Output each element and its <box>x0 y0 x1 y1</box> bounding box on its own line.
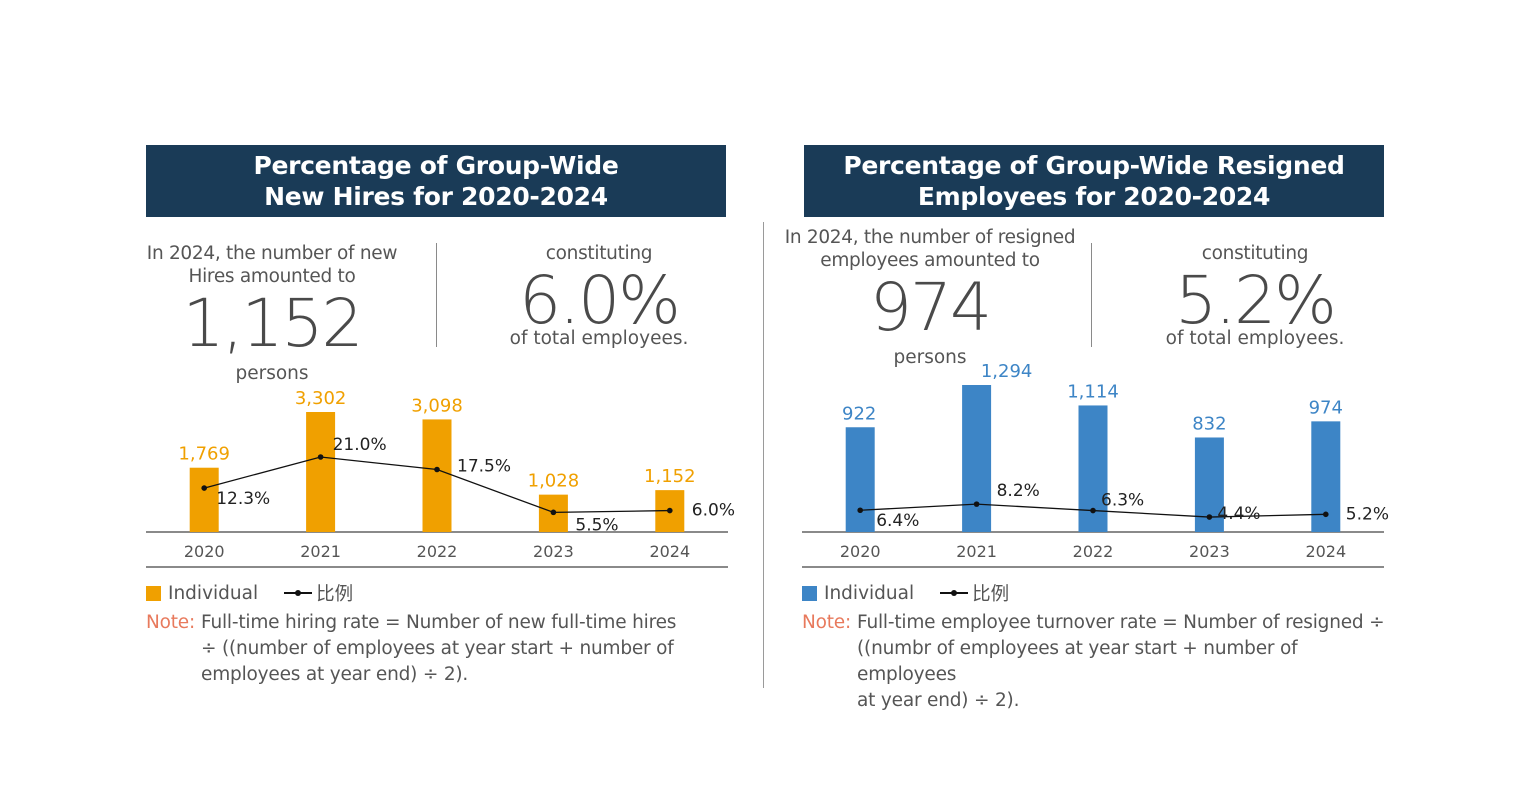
ratio-point <box>434 466 440 473</box>
ratio-label: 6.3% <box>1101 491 1144 511</box>
bar-value-label: 1,028 <box>528 471 580 492</box>
bar-value-label: 3,302 <box>295 388 347 409</box>
ratio-label: 21.0% <box>333 435 387 455</box>
bar-value-label: 3,098 <box>411 395 463 416</box>
resigned-percent: 5.2% <box>1175 262 1337 339</box>
resigned-constituting: constituting <box>1201 243 1309 264</box>
bar-value-label: 1,769 <box>178 444 230 465</box>
ratio-point <box>973 501 980 507</box>
x-tick-label: 2022 <box>417 542 458 561</box>
x-tick-label: 2022 <box>1073 542 1114 561</box>
resigned-legend: Individual 比例 <box>802 580 1009 606</box>
legend-bar-swatch <box>802 585 817 601</box>
ratio-point <box>1090 507 1096 514</box>
bar-2020 <box>189 467 219 532</box>
note-label: Note: <box>146 612 196 633</box>
bar-value-label: 1,114 <box>1067 381 1119 402</box>
new-hires-legend: Individual 比例 <box>146 580 353 606</box>
ratio-point <box>1206 514 1213 520</box>
resigned-count: 974 <box>870 269 992 346</box>
ratio-point <box>857 507 863 514</box>
bar-value-label: 1,152 <box>644 466 696 487</box>
note-text: Full-time employee turnover rate = Numbe… <box>857 612 1385 711</box>
ratio-label: 6.4% <box>876 511 919 531</box>
resigned-of-total: of total employees. <box>1165 328 1345 349</box>
bar-2022 <box>422 419 452 532</box>
x-tick-label: 2020 <box>840 542 881 561</box>
new-hires-title: Percentage of Group-Wide New Hires for 2… <box>146 145 726 217</box>
bar-value-label: 1,294 <box>981 361 1033 382</box>
resigned-intro: In 2024, the number of resigned employee… <box>784 227 1076 271</box>
bar-value-label: 922 <box>842 403 876 424</box>
bar-2021 <box>306 412 336 532</box>
new-hires-of-total: of total employees. <box>509 328 689 349</box>
ratio-point <box>667 507 673 514</box>
new-hires-percent-block: constituting 6.0% of total employees. <box>494 242 704 350</box>
stat-divider <box>436 243 437 347</box>
ratio-label: 17.5% <box>457 457 511 477</box>
legend-line-label: 比例 <box>316 584 354 605</box>
legend-bar-swatch <box>146 585 161 601</box>
ratio-label: 5.5% <box>575 515 618 535</box>
new-hires-count-block: In 2024, the number of new Hires amounte… <box>144 242 400 385</box>
resigned-panel: Percentage of Group-Wide Resigned Employ… <box>785 0 1400 812</box>
resigned-count-block: In 2024, the number of resigned employee… <box>780 226 1080 369</box>
legend-line-label: 比例 <box>972 584 1010 605</box>
bar-value-label: 974 <box>1309 397 1343 418</box>
ratio-point <box>317 454 324 460</box>
legend-line-swatch <box>284 586 313 600</box>
new-hires-count: 1,152 <box>182 285 364 362</box>
legend-bar-label: Individual <box>824 582 915 604</box>
new-hires-intro: In 2024, the number of new Hires amounte… <box>146 243 398 287</box>
x-tick-label: 2021 <box>956 542 997 561</box>
ratio-point <box>1323 511 1329 518</box>
x-tick-label: 2020 <box>184 542 225 561</box>
x-tick-label: 2021 <box>300 542 341 561</box>
resigned-chart: 922 2020 1,294 2021 1,114 2022 832 2023 974 2024 6… <box>802 361 1389 568</box>
legend-bar-label: Individual <box>168 582 259 604</box>
x-tick-label: 2024 <box>1305 542 1346 561</box>
new-hires-unit: persons <box>235 363 309 384</box>
note-label: Note: <box>802 612 852 633</box>
ratio-point <box>550 509 557 516</box>
ratio-point <box>201 485 207 491</box>
ratio-label: 6.0% <box>692 501 735 521</box>
x-tick-label: 2023 <box>533 542 574 561</box>
panel-divider <box>763 222 764 688</box>
new-hires-chart: 1,769 2020 3,302 2021 3,098 2022 1,028 2023 1,15… <box>146 388 735 568</box>
x-tick-label: 2024 <box>649 542 690 561</box>
new-hires-panel: Percentage of Group-Wide New Hires for 2… <box>144 0 744 812</box>
bar-value-label: 832 <box>1192 413 1226 434</box>
resigned-percent-block: constituting 5.2% of total employees. <box>1150 242 1360 350</box>
ratio-label: 8.2% <box>997 481 1040 501</box>
new-hires-constituting: constituting <box>545 243 653 264</box>
note-text: Full-time hiring rate = Number of new fu… <box>201 612 677 685</box>
legend-line-swatch <box>940 586 969 600</box>
bar-2021 <box>962 385 992 532</box>
resigned-unit: persons <box>893 347 967 368</box>
resigned-note: Note: Full-time employee turnover rate =… <box>802 610 1400 714</box>
x-tick-label: 2023 <box>1189 542 1230 561</box>
bar-2020 <box>845 427 875 532</box>
new-hires-note: Note: Full-time hiring rate = Number of … <box>146 610 676 688</box>
ratio-label: 4.4% <box>1217 504 1260 524</box>
ratio-label: 12.3% <box>216 489 270 509</box>
ratio-label: 5.2% <box>1346 504 1389 524</box>
stat-divider <box>1091 243 1092 347</box>
new-hires-percent: 6.0% <box>519 262 681 339</box>
resigned-title: Percentage of Group-Wide Resigned Employ… <box>804 145 1384 217</box>
